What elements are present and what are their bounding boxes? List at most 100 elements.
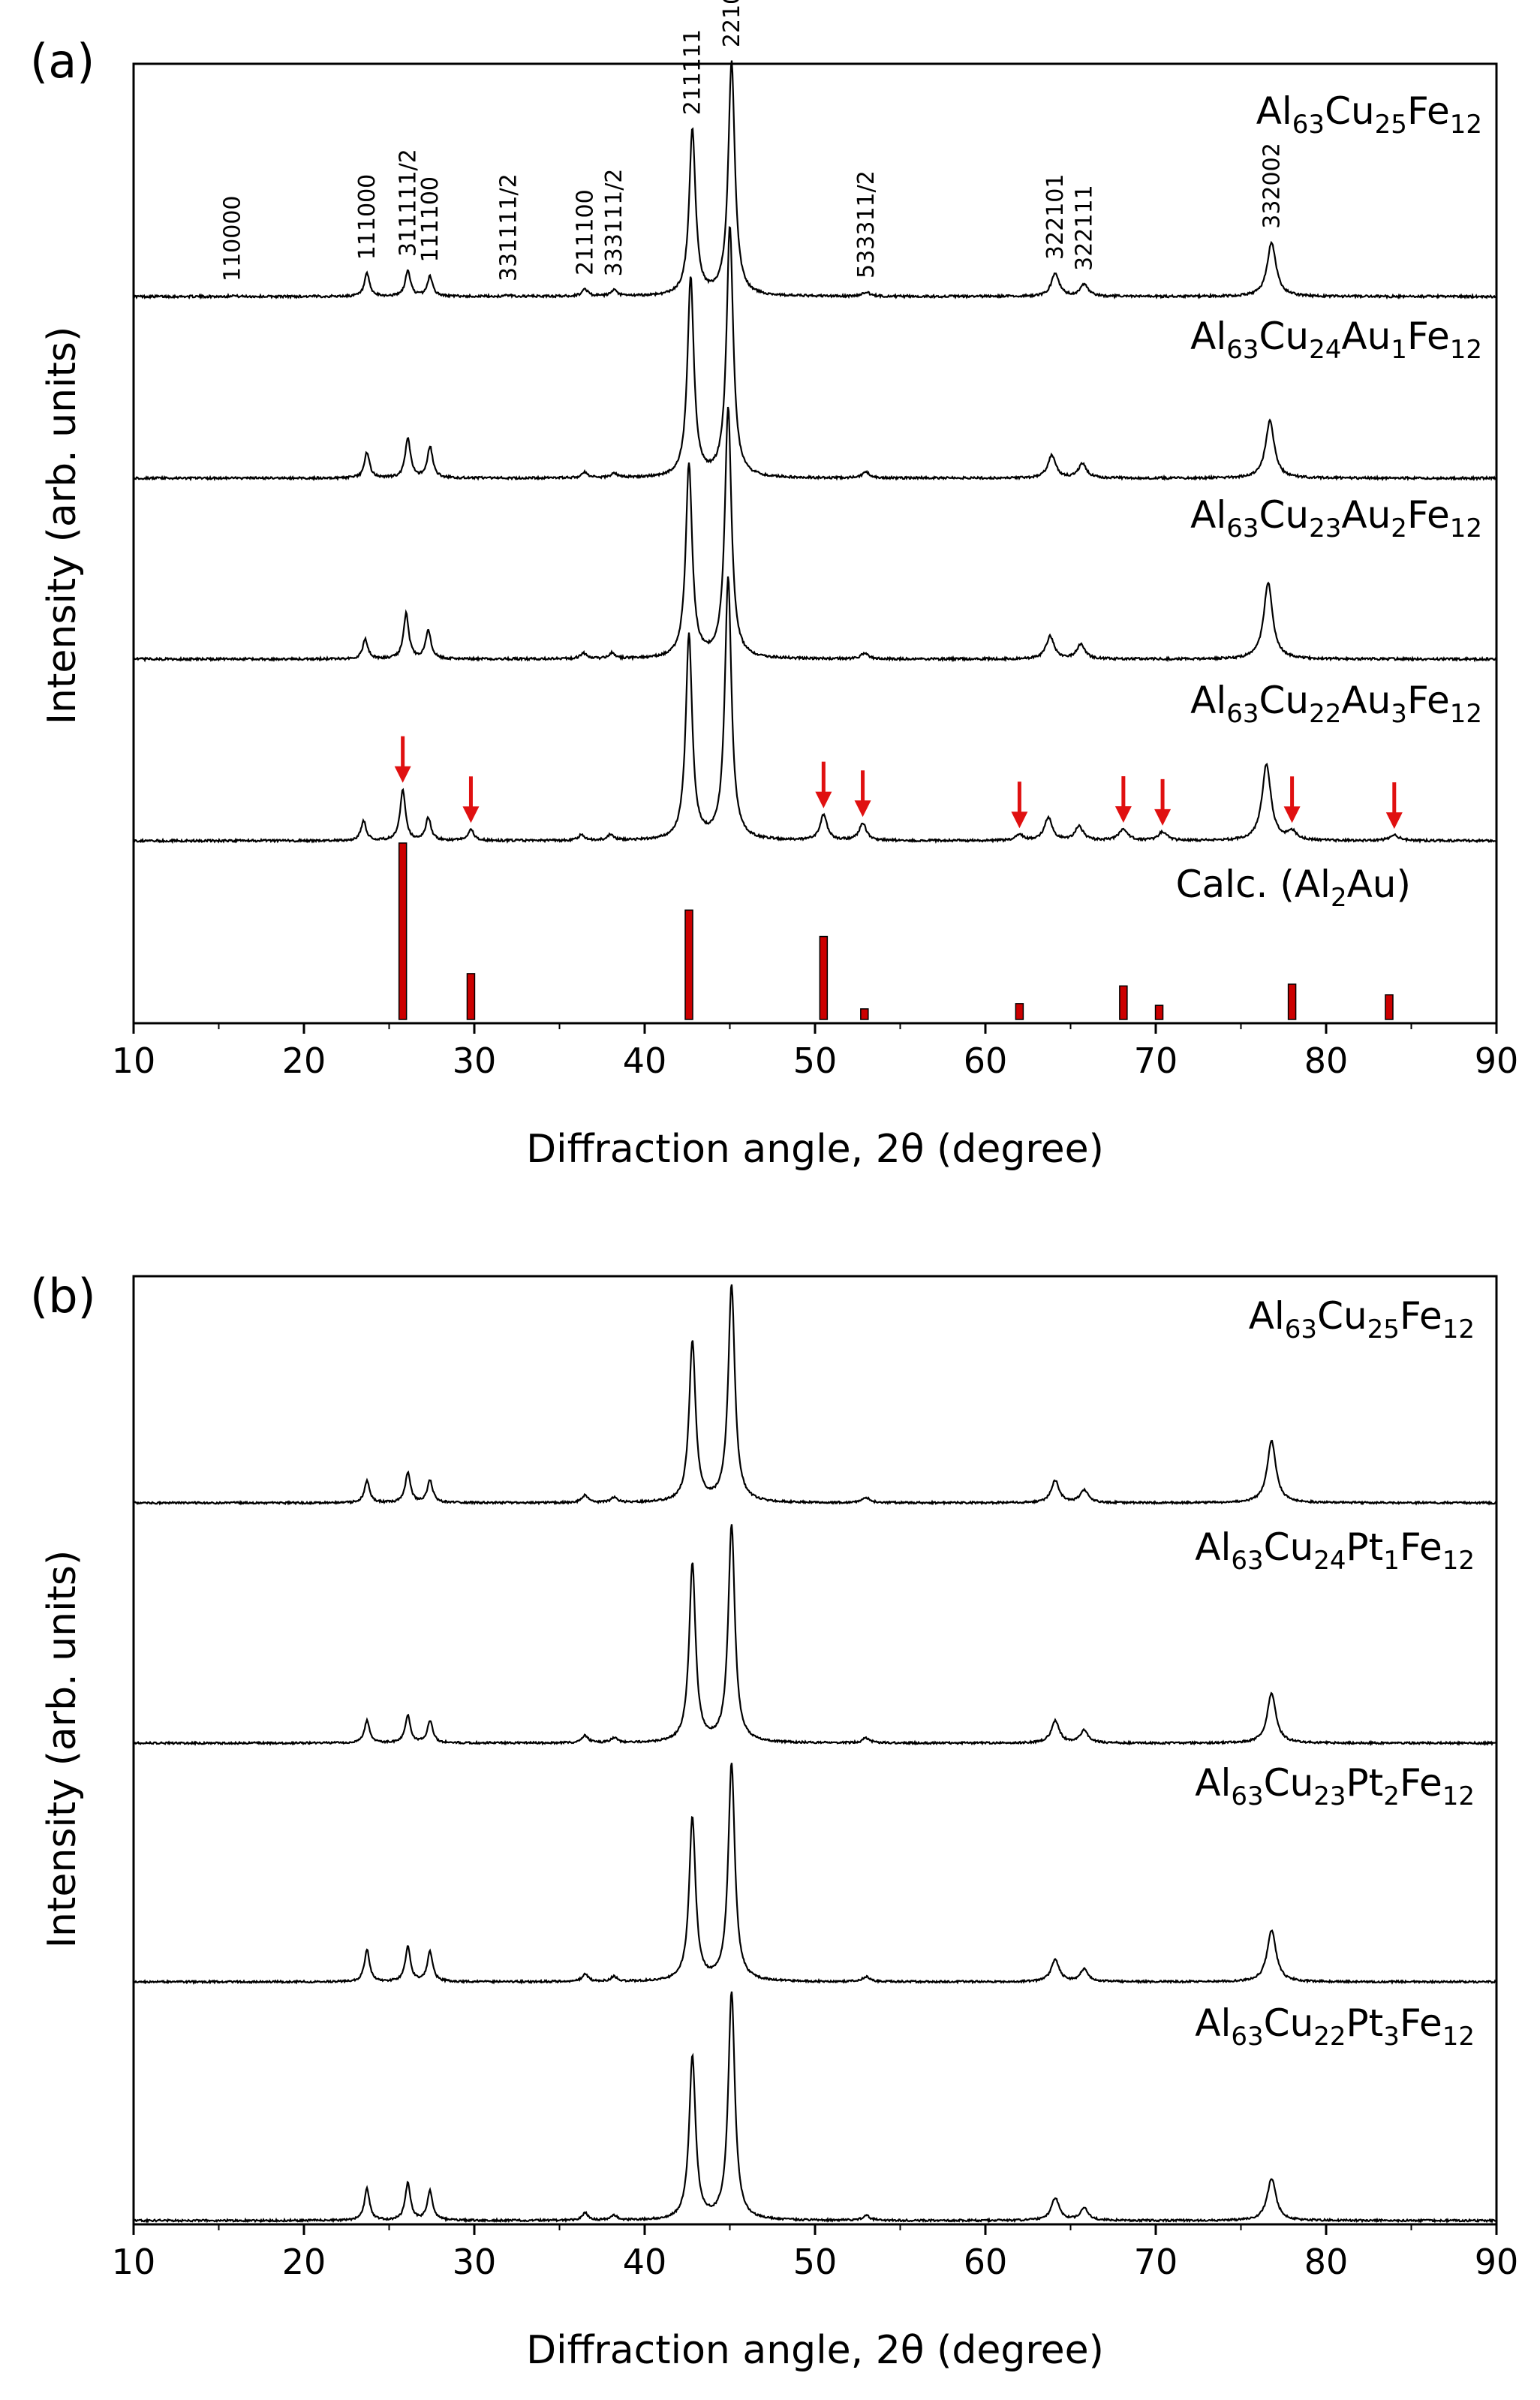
red-arrow-head bbox=[462, 806, 480, 824]
trace-label-a-2-part: Au bbox=[1341, 315, 1391, 358]
x-a-tick-label: 90 bbox=[1475, 1040, 1519, 1081]
reference-label-part: Calc. (Al bbox=[1176, 863, 1331, 906]
trace-label-a-3-part: Al bbox=[1190, 493, 1226, 537]
trace-label-a-4-part: 63 bbox=[1226, 699, 1259, 729]
trace-label-a-4-part: 12 bbox=[1450, 699, 1482, 729]
peak-index-label: 332002 bbox=[1259, 143, 1285, 229]
trace-label-b-3-part: Al bbox=[1195, 1761, 1231, 1805]
trace-label-b-4-part: Pt bbox=[1346, 2001, 1384, 2045]
peak-index-label: 322101 bbox=[1042, 174, 1069, 260]
trace-label-b-1-part: 25 bbox=[1367, 1314, 1400, 1345]
reference-stick bbox=[684, 909, 693, 1020]
trace-label-a-1-part: 63 bbox=[1292, 110, 1325, 140]
trace-label-a-3-part: Au bbox=[1341, 493, 1391, 537]
trace-label-b-4-part: 22 bbox=[1313, 2022, 1346, 2052]
trace-label-b-3-part: 2 bbox=[1383, 1781, 1400, 1811]
trace-label-b-3-part: Fe bbox=[1400, 1761, 1442, 1805]
red-arrow bbox=[1283, 776, 1301, 824]
trace-label-a-2-part: Al bbox=[1190, 315, 1226, 358]
trace-b-1 bbox=[132, 1284, 1497, 1506]
red-arrow-head bbox=[815, 791, 832, 809]
trace-label-a-2-part: Cu bbox=[1259, 315, 1310, 358]
reference-stick bbox=[819, 935, 829, 1020]
x-a-tick-label: 20 bbox=[282, 1040, 326, 1081]
trace-label-a-1-part: Cu bbox=[1325, 89, 1375, 133]
trace-label-b-1: Al63Cu25Fe12 bbox=[1249, 1294, 1475, 1345]
x-b-tick-label: 80 bbox=[1304, 2242, 1349, 2282]
red-arrow-head bbox=[1114, 806, 1132, 824]
x-a-tick-label: 70 bbox=[1134, 1040, 1178, 1081]
trace-label-b-4: Al63Cu22Pt3Fe12 bbox=[1195, 2001, 1475, 2052]
trace-label-a-3-part: 12 bbox=[1450, 513, 1482, 544]
x-a-tick-label: 50 bbox=[793, 1040, 838, 1081]
trace-label-a-3-part: Fe bbox=[1407, 493, 1450, 537]
peak-index-label: 333111/2 bbox=[601, 169, 627, 277]
reference-label: Calc. (Al2Au) bbox=[1176, 863, 1411, 913]
trace-label-a-3-part: Cu bbox=[1259, 493, 1310, 537]
trace-a-1 bbox=[133, 60, 1497, 300]
trace-a-3 bbox=[132, 406, 1497, 663]
trace-label-b-3-part: 23 bbox=[1313, 1781, 1346, 1811]
trace-label-a-2: Al63Cu24Au1Fe12 bbox=[1190, 315, 1482, 365]
red-arrow-head bbox=[1283, 806, 1301, 824]
panel-label-b: (b) bbox=[30, 1269, 96, 1323]
panel-label-a: (a) bbox=[30, 34, 95, 89]
x-a-tick-label: 10 bbox=[112, 1040, 156, 1081]
trace-label-a-4-part: Al bbox=[1190, 679, 1226, 722]
trace-label-b-3: Al63Cu23Pt2Fe12 bbox=[1195, 1761, 1475, 1811]
panel-a-reference-sticks bbox=[398, 842, 1394, 1020]
reference-stick bbox=[466, 973, 476, 1020]
trace-label-a-3-part: 63 bbox=[1226, 513, 1259, 544]
trace-label-a-3-part: 2 bbox=[1391, 513, 1407, 544]
x-a-tick-label: 80 bbox=[1304, 1040, 1349, 1081]
trace-label-b-4-part: 12 bbox=[1442, 2022, 1475, 2052]
x-b-tick-label: 40 bbox=[623, 2242, 667, 2282]
trace-label-b-4-part: Fe bbox=[1400, 2001, 1442, 2045]
peak-index-label: 211111 bbox=[680, 29, 706, 116]
x-b-tick-label: 90 bbox=[1475, 2242, 1519, 2282]
trace-b-2 bbox=[133, 1524, 1497, 1747]
red-arrow bbox=[854, 770, 871, 818]
red-arrow-head bbox=[854, 800, 871, 818]
red-arrow bbox=[1154, 778, 1172, 826]
red-arrow-head bbox=[394, 766, 411, 783]
red-arrow-head bbox=[1385, 812, 1403, 830]
trace-label-a-1-part: 25 bbox=[1375, 110, 1407, 140]
trace-label-b-1-part: 12 bbox=[1442, 1314, 1475, 1345]
x-b-tick-label: 50 bbox=[793, 2242, 838, 2282]
x-b-tick-label: 10 bbox=[112, 2242, 156, 2282]
trace-label-a-4-part: 3 bbox=[1391, 699, 1407, 729]
trace-label-a-4-part: Cu bbox=[1259, 679, 1310, 722]
trace-label-b-1-part: Cu bbox=[1317, 1294, 1367, 1338]
red-arrow-head bbox=[1154, 809, 1172, 826]
trace-label-a-2-part: Fe bbox=[1407, 315, 1450, 358]
reference-stick bbox=[1154, 1004, 1164, 1020]
x-b-tick-label: 60 bbox=[964, 2242, 1008, 2282]
trace-label-b-4-part: 63 bbox=[1231, 2022, 1263, 2052]
trace-label-a-4-part: 22 bbox=[1309, 699, 1341, 729]
panel-b-traces bbox=[132, 1284, 1497, 2224]
trace-label-b-3-part: Cu bbox=[1264, 1761, 1314, 1805]
peak-index-label: 111000 bbox=[354, 174, 380, 260]
trace-label-b-2-part: Cu bbox=[1264, 1525, 1314, 1569]
trace-label-b-3-part: 12 bbox=[1442, 1781, 1475, 1811]
trace-label-a-2-part: 24 bbox=[1309, 335, 1341, 365]
trace-label-b-4-part: 3 bbox=[1383, 2022, 1400, 2052]
trace-label-a-1-part: 12 bbox=[1450, 110, 1482, 140]
trace-label-b-4-part: Cu bbox=[1264, 2001, 1314, 2045]
panel-a-trace-labels: Al63Cu25Fe12Al63Cu24Au1Fe12Al63Cu23Au2Fe… bbox=[1176, 89, 1482, 913]
red-arrow bbox=[815, 761, 832, 809]
reference-stick bbox=[1119, 985, 1128, 1020]
panel-b-trace-labels: Al63Cu25Fe12Al63Cu24Pt1Fe12Al63Cu23Pt2Fe… bbox=[1195, 1294, 1475, 2052]
trace-b-3 bbox=[133, 1763, 1497, 1985]
red-arrow bbox=[1114, 776, 1132, 824]
trace-label-b-2-part: 1 bbox=[1383, 1546, 1400, 1576]
trace-a-2 bbox=[133, 226, 1497, 482]
trace-label-a-2-part: 1 bbox=[1391, 335, 1407, 365]
panel-b: (b) Intensity (arb. units) Al63Cu25Fe12A… bbox=[30, 1269, 1518, 2373]
peak-index-label: 211100 bbox=[573, 189, 599, 276]
y-axis-title-b: Intensity (arb. units) bbox=[40, 1550, 85, 1949]
x-b-tick-label: 70 bbox=[1134, 2242, 1178, 2282]
